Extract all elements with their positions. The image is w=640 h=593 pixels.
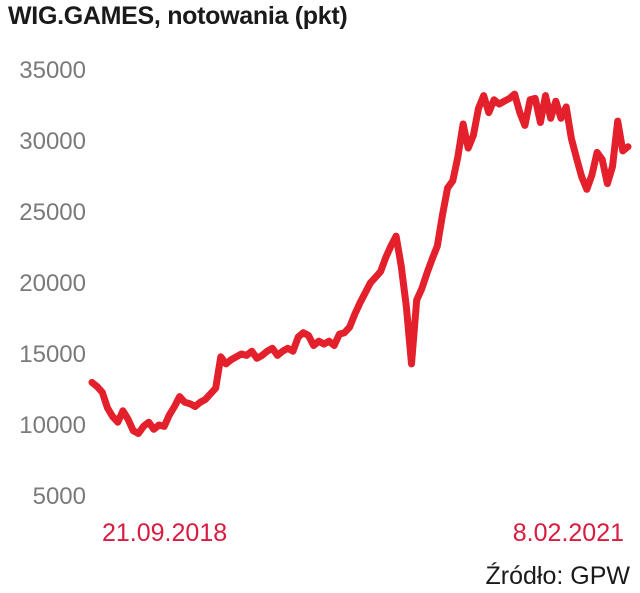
y-tick-label: 10000 (19, 412, 86, 439)
y-tick-label: 15000 (19, 341, 86, 368)
x-label-start-date: 21.09.2018 (102, 519, 227, 547)
chart-title: WIG.GAMES, notowania (pkt) (8, 2, 348, 30)
y-axis-ticks: 35000 30000 25000 20000 15000 10000 5000 (19, 57, 86, 510)
y-tick-label: 35000 (19, 57, 86, 84)
y-tick-label: 30000 (19, 128, 86, 155)
y-tick-label: 25000 (19, 199, 86, 226)
y-tick-label: 5000 (33, 483, 86, 510)
x-label-end-date: 8.02.2021 (513, 519, 624, 547)
y-tick-label: 20000 (19, 270, 86, 297)
x-axis-labels: 21.09.2018 8.02.2021 (102, 519, 624, 547)
source-note: Źródło: GPW (485, 562, 630, 590)
series-line (88, 90, 632, 437)
